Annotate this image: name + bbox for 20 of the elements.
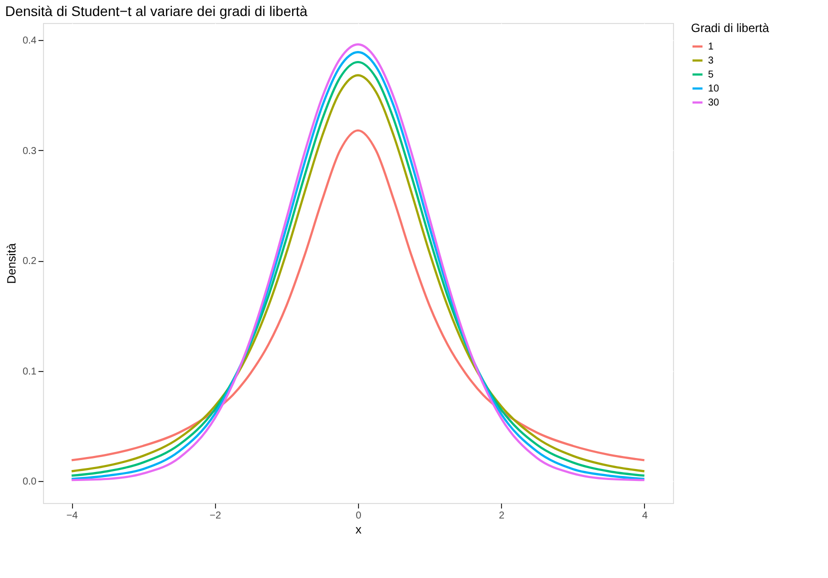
x-tick-label: −2 — [210, 510, 222, 522]
legend-label: 5 — [708, 70, 714, 80]
x-axis-title: x — [356, 522, 362, 536]
y-tick-label: 0.0 — [22, 476, 37, 488]
y-axis-title: Densità — [4, 242, 19, 284]
line-series — [70, 129, 646, 462]
legend-label: 30 — [708, 98, 720, 108]
legend-label: 1 — [708, 42, 714, 52]
chart-title: Densità di Student−t al variare dei gradi di libertà — [5, 3, 308, 19]
y-tick-label: 0.1 — [22, 366, 37, 378]
x-tick-label: 0 — [356, 510, 362, 522]
y-tick-label: 0.3 — [22, 146, 37, 157]
legend-label: 10 — [708, 84, 720, 94]
x-tick-label: −4 — [66, 510, 78, 522]
legend-title: Gradi di libertà — [691, 21, 770, 35]
x-tick-label: 2 — [498, 510, 505, 522]
legend-label: 3 — [708, 56, 714, 66]
y-tick-label: 0.4 — [22, 35, 37, 46]
y-tick-label: 0.2 — [22, 256, 37, 268]
x-tick-label: 4 — [642, 510, 648, 522]
